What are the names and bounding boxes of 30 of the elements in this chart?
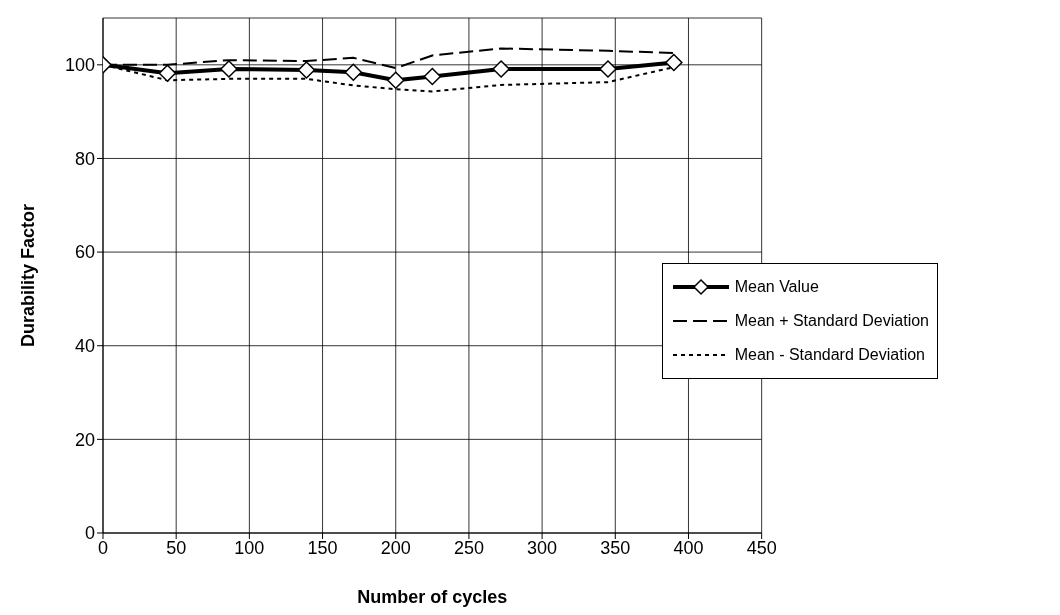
x-tick-label: 50 [166,537,187,558]
y-tick-label: 20 [74,429,95,450]
point [665,53,683,72]
y-tick-label: 40 [74,336,95,357]
point [386,71,405,90]
x-tick-label: 200 [380,537,411,558]
legend-label: Mean Value [734,278,819,296]
point [344,63,363,82]
x-tick-label: 300 [527,537,558,558]
y-tick-label: 60 [74,242,95,263]
point [492,60,510,78]
point [220,60,238,78]
x-tick-label: 400 [673,537,704,558]
point [158,64,177,82]
y-axis-title: Durability Factor [18,203,39,348]
legend-label: Mean - Standard Deviation [734,346,925,364]
x-tick-label: 350 [600,537,631,558]
x-tick-label: 100 [234,537,265,558]
x-tick-label: 150 [307,537,338,558]
x-tick-label: 0 [97,537,109,558]
y-tick-label: 80 [74,148,95,169]
point [599,60,617,78]
x-tick-label: 250 [453,537,484,558]
point [297,61,316,79]
x-tick-label: 450 [746,537,777,558]
legend-label: Mean + Standard Deviation [734,312,929,330]
y-tick-label: 100 [64,55,95,76]
point [423,67,442,86]
x-axis-title: Number of cycles [357,587,508,607]
y-tick-label: 0 [84,523,95,544]
